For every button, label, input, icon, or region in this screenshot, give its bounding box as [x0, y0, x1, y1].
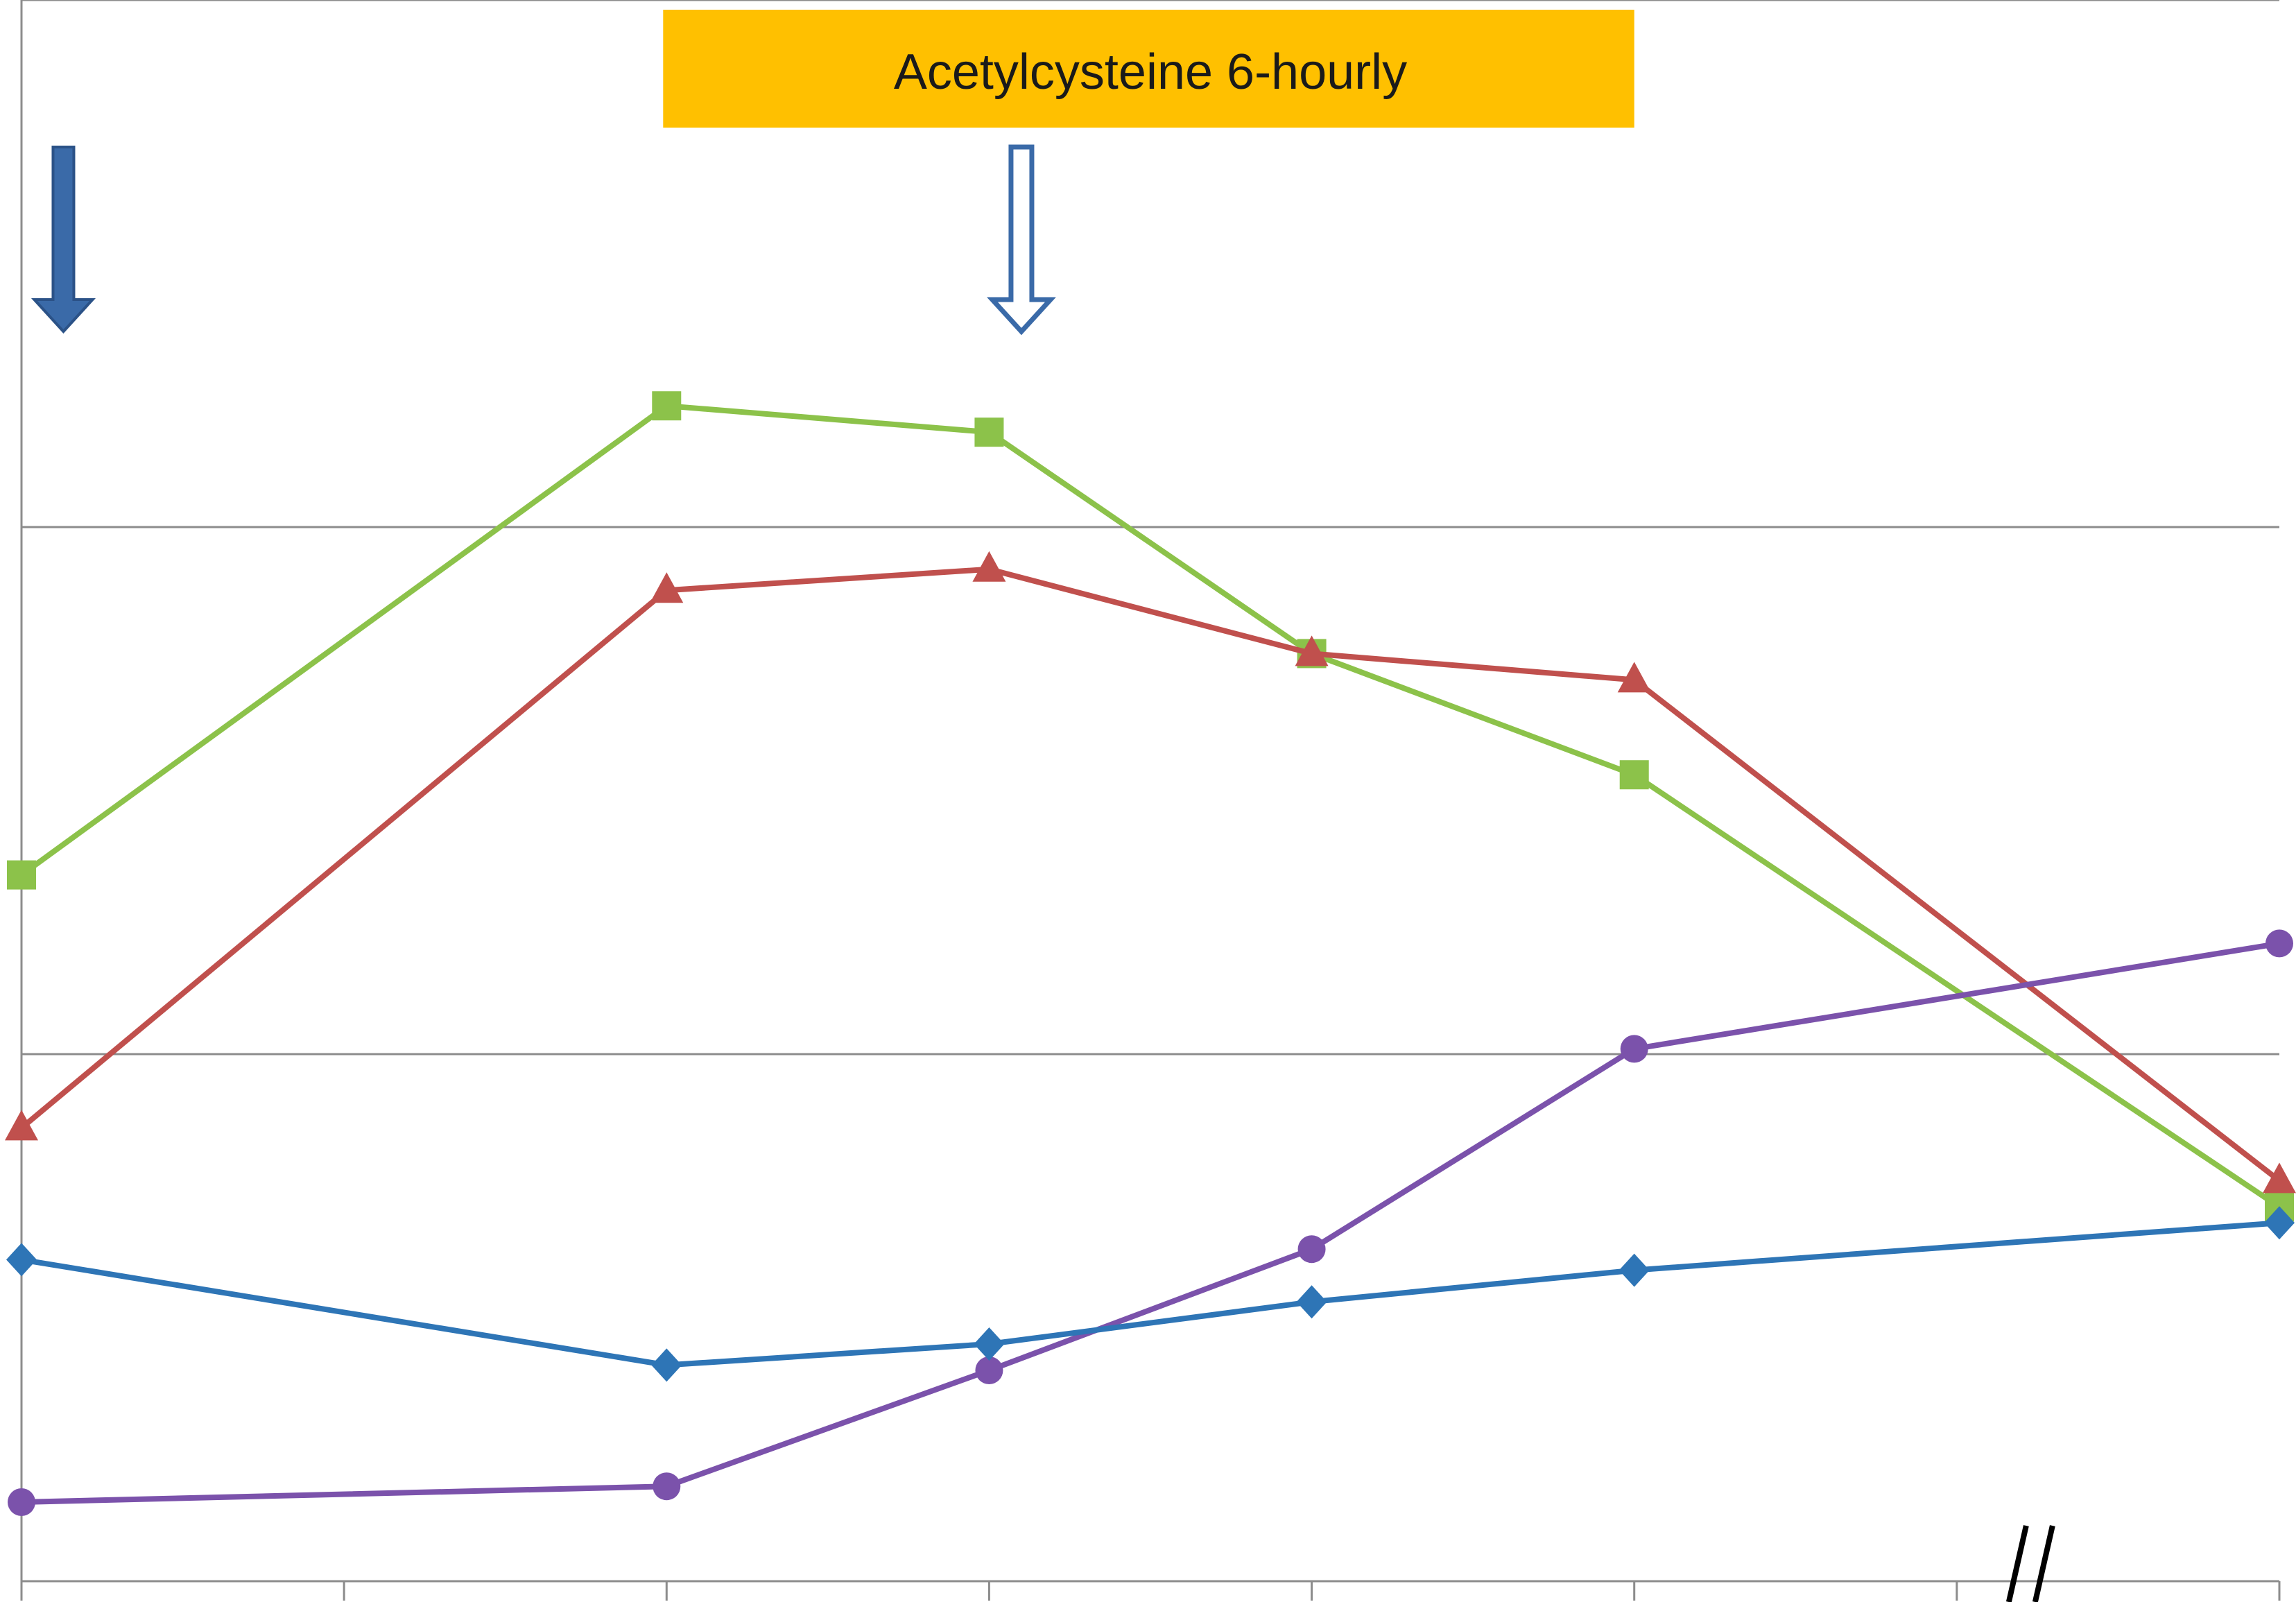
- data-point-red: [1617, 662, 1651, 693]
- arrows: [31, 144, 1056, 336]
- data-point-blue: [1296, 1285, 1327, 1319]
- data-point-green: [652, 391, 682, 421]
- data-point-purple: [8, 1488, 35, 1516]
- data-point-purple: [1620, 1035, 1648, 1063]
- data-point-blue: [974, 1327, 1005, 1361]
- data-point-purple: [975, 1356, 1003, 1384]
- series-line-blue: [21, 1220, 2280, 1368]
- data-point-green: [1619, 760, 1649, 790]
- outline-arrow: [987, 144, 1056, 336]
- data-point-blue: [651, 1348, 682, 1382]
- series-line-green: [19, 403, 2281, 1209]
- filled-arrow: [31, 146, 96, 334]
- series-line-red: [19, 566, 2281, 1183]
- annotation-box: [663, 10, 1634, 128]
- gridlines: [21, 0, 2279, 1056]
- series-line-purple: [21, 940, 2280, 1505]
- data-point-purple: [2265, 929, 2293, 958]
- treatment-annotation: Acetylcysteine 6-hourly: [663, 10, 1634, 128]
- data-point-red: [5, 1110, 38, 1141]
- data-point-green: [7, 860, 36, 890]
- data-point-red: [650, 572, 684, 603]
- axes: [20, 0, 2281, 1602]
- data-point-blue: [1619, 1253, 1650, 1287]
- annotation-label: Acetylcysteine 6-hourly: [894, 44, 1407, 100]
- data-point-green: [974, 417, 1004, 447]
- data-point-blue: [2264, 1206, 2295, 1240]
- data-point-red: [2263, 1162, 2296, 1194]
- axis-break-mark: [2005, 1525, 2029, 1602]
- series-layer: [5, 391, 2296, 1516]
- data-point-purple: [653, 1472, 681, 1501]
- data-point-blue: [6, 1243, 37, 1277]
- data-point-purple: [1297, 1235, 1326, 1264]
- data-point-red: [972, 551, 1006, 582]
- data-point-red: [1295, 635, 1329, 666]
- axis-break-mark: [2032, 1525, 2055, 1602]
